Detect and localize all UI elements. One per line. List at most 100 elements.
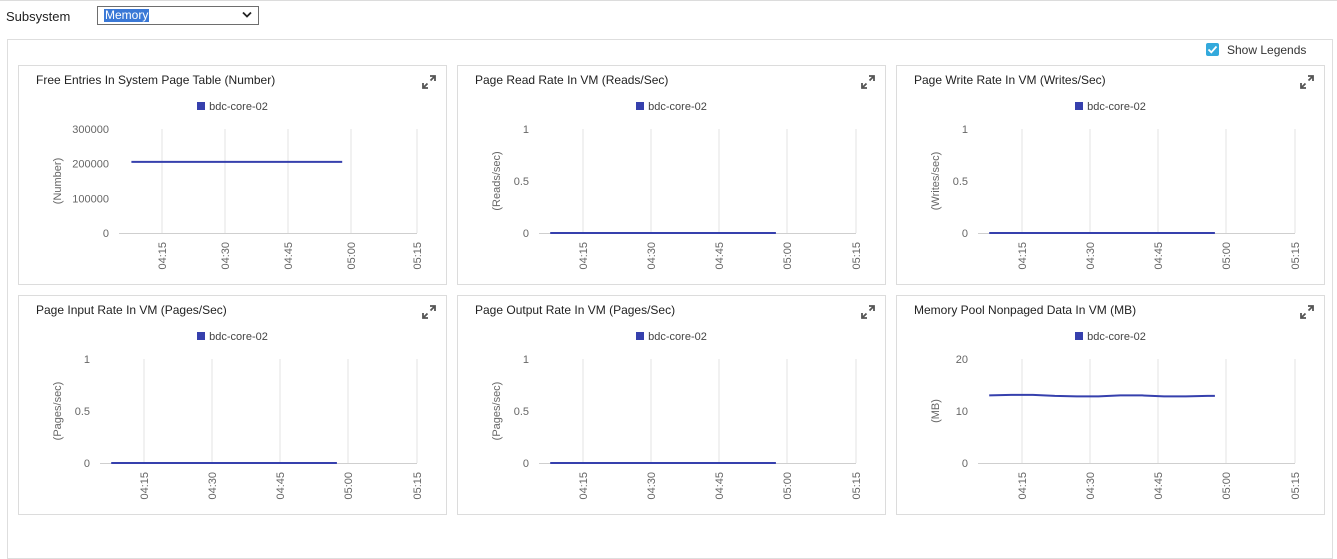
expand-icon[interactable] [421, 74, 437, 90]
y-axis-label: (Pages/sec) [491, 382, 503, 441]
legend-label: bdc-core-02 [209, 101, 268, 113]
x-tick-label: 04:45 [714, 472, 726, 500]
x-tick-label: 04:30 [646, 472, 658, 500]
legend-swatch [197, 332, 206, 340]
y-tick-label: 1 [523, 124, 529, 136]
line-chart: 1 0.5 0 (Pages/sec) 04:15 04:30 04:45 05:00 05:1… [52, 354, 424, 500]
y-axis-label: (Pages/sec) [52, 382, 64, 441]
x-tick-label: 04:30 [1085, 242, 1097, 270]
chart-title: Page Output Rate In VM (Pages/Sec) [475, 303, 676, 317]
chart-title: Free Entries In System Page Table (Numbe… [36, 73, 276, 87]
x-tick-label: 05:15 [412, 472, 424, 500]
y-tick-label: 1 [962, 124, 968, 136]
chart-panel-free-entries-page-table: Free Entries In System Page Table (Numbe… [18, 65, 447, 285]
legend-swatch [636, 332, 645, 340]
legend-swatch [197, 102, 206, 110]
y-tick-label: 0.5 [75, 406, 90, 418]
series-line-bdc-core-02 [989, 393, 1215, 398]
y-tick-label: 0 [84, 458, 90, 470]
chart-title: Page Input Rate In VM (Pages/Sec) [36, 303, 227, 317]
y-tick-label: 1 [84, 354, 90, 366]
x-tick-label: 04:30 [646, 242, 658, 270]
line-chart: 20 10 0 (MB) 04:15 04:30 04:45 05:00 05:15 [930, 354, 1302, 500]
x-tick-label: 05:15 [1290, 242, 1302, 270]
x-tick-label: 05:15 [851, 472, 863, 500]
expand-icon[interactable] [1299, 74, 1315, 90]
line-chart: 1 0.5 0 (Writes/sec) 04:15 04:30 04:45 05:00 05:… [930, 124, 1302, 270]
y-tick-label: 0.5 [514, 406, 529, 418]
x-tick-label: 04:15 [1017, 242, 1029, 270]
show-legends-label: Show Legends [1227, 43, 1307, 57]
line-chart: 1 0.5 0 (Pages/sec) 04:15 04:30 04:45 05:00 05:1… [491, 354, 863, 500]
y-tick-label: 0 [962, 228, 968, 240]
y-tick-label: 0 [523, 458, 529, 470]
x-tick-label: 04:45 [1153, 242, 1165, 270]
y-tick-label: 0.5 [953, 176, 968, 188]
y-tick-label: 0.5 [514, 176, 529, 188]
x-tick-label: 04:45 [275, 472, 287, 500]
legend-label: bdc-core-02 [1087, 101, 1146, 113]
chart-legend[interactable]: bdc-core-02 [19, 331, 446, 343]
expand-icon[interactable] [421, 304, 437, 320]
line-chart: 1 0.5 0 (Reads/sec) 04:15 04:30 04:45 05:00 05:1… [491, 124, 863, 270]
chart-legend[interactable]: bdc-core-02 [897, 101, 1324, 113]
y-axis-label: (Reads/sec) [491, 151, 503, 210]
y-tick-label: 10 [956, 406, 968, 418]
y-axis-label: (Writes/sec) [930, 152, 942, 210]
x-tick-label: 04:30 [220, 242, 232, 270]
expand-icon[interactable] [860, 304, 876, 320]
y-axis-label: (Number) [52, 158, 64, 204]
chevron-down-icon [242, 11, 252, 18]
chart-legend[interactable]: bdc-core-02 [897, 331, 1324, 343]
legend-swatch [1075, 332, 1084, 340]
legend-label: bdc-core-02 [209, 331, 268, 343]
y-tick-label: 0 [962, 458, 968, 470]
chart-panel-page-input-rate: Page Input Rate In VM (Pages/Sec) bdc-co… [18, 295, 447, 515]
legend-swatch [636, 102, 645, 110]
legend-label: bdc-core-02 [1087, 331, 1146, 343]
y-tick-label: 0 [523, 228, 529, 240]
x-tick-label: 05:15 [1290, 472, 1302, 500]
x-tick-label: 04:45 [1153, 472, 1165, 500]
expand-icon[interactable] [860, 74, 876, 90]
chart-title: Page Read Rate In VM (Reads/Sec) [475, 73, 669, 87]
y-tick-label: 1 [523, 354, 529, 366]
x-tick-label: 04:45 [714, 242, 726, 270]
checkbox-checked-icon[interactable] [1206, 43, 1219, 56]
chart-legend[interactable]: bdc-core-02 [458, 331, 885, 343]
top-divider [0, 0, 1337, 1]
x-tick-label: 04:15 [578, 242, 590, 270]
legend-swatch [1075, 102, 1084, 110]
legend-label: bdc-core-02 [648, 331, 707, 343]
y-axis-label: (MB) [930, 399, 942, 423]
x-tick-label: 04:15 [157, 242, 169, 270]
x-tick-label: 05:00 [782, 472, 794, 500]
subsystem-select[interactable]: Memory [97, 6, 259, 25]
chart-panel-page-read-rate: Page Read Rate In VM (Reads/Sec) bdc-cor… [457, 65, 886, 285]
x-tick-label: 05:15 [412, 242, 424, 270]
x-tick-label: 04:45 [283, 242, 295, 270]
y-tick-label: 200000 [72, 159, 109, 171]
chart-legend[interactable]: bdc-core-02 [19, 101, 446, 113]
x-tick-label: 04:30 [207, 472, 219, 500]
x-tick-label: 05:00 [343, 472, 355, 500]
chart-title: Page Write Rate In VM (Writes/Sec) [914, 73, 1106, 87]
x-tick-label: 04:30 [1085, 472, 1097, 500]
x-tick-label: 04:15 [578, 472, 590, 500]
y-tick-label: 100000 [72, 193, 109, 205]
chart-panel-page-write-rate: Page Write Rate In VM (Writes/Sec) bdc-c… [896, 65, 1325, 285]
chart-panel-memory-pool-nonpaged: Memory Pool Nonpaged Data In VM (MB) bdc… [896, 295, 1325, 515]
x-tick-label: 05:00 [782, 242, 794, 270]
x-tick-label: 05:15 [851, 242, 863, 270]
y-tick-label: 20 [956, 354, 968, 366]
x-tick-label: 04:15 [1017, 472, 1029, 500]
chart-legend[interactable]: bdc-core-02 [458, 101, 885, 113]
subsystem-label: Subsystem [6, 9, 71, 24]
expand-icon[interactable] [1299, 304, 1315, 320]
x-tick-label: 05:00 [1221, 472, 1233, 500]
x-tick-label: 04:15 [139, 472, 151, 500]
chart-title: Memory Pool Nonpaged Data In VM (MB) [914, 303, 1137, 317]
legend-label: bdc-core-02 [648, 101, 707, 113]
line-chart: 300000 200000 100000 0 (Number) 04:15 04:30 04:… [52, 124, 424, 270]
x-tick-label: 05:00 [1221, 242, 1233, 270]
